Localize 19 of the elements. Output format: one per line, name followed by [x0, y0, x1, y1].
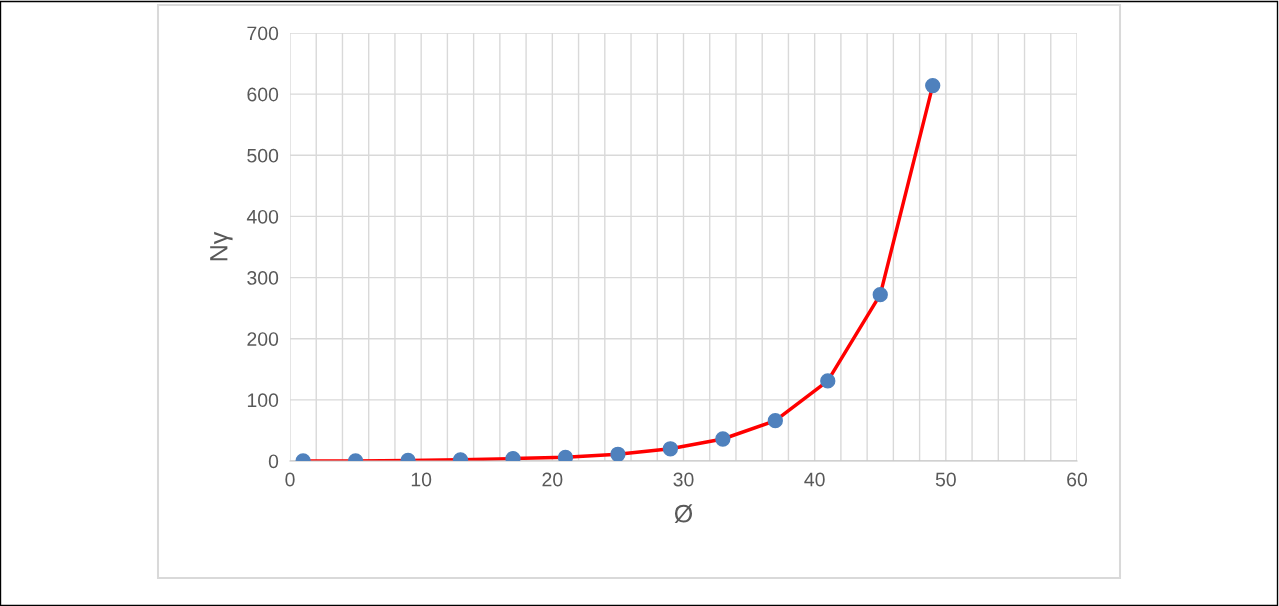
y-tick-label: 100 — [247, 393, 279, 408]
y-axis-title: Nγ — [210, 231, 233, 261]
x-tick-label: 20 — [542, 472, 563, 487]
y-tick-label: 0 — [268, 454, 279, 469]
point — [872, 287, 888, 303]
x-tick-label: 40 — [804, 472, 825, 487]
x-tick-label: 50 — [935, 472, 956, 487]
x-tick-label: 0 — [285, 472, 295, 487]
x-tick-label: 30 — [673, 472, 694, 487]
y-tick-label: 300 — [247, 271, 279, 285]
y-tick-label: 200 — [247, 332, 279, 346]
y-tick-label: 500 — [247, 148, 279, 163]
x-axis-title: Ø — [674, 504, 693, 523]
x-tick-label: 10 — [411, 472, 432, 487]
y-tick-label: 400 — [246, 209, 279, 224]
y-tick-label: 700 — [247, 26, 279, 41]
point — [925, 77, 941, 94]
y-tick-label: 600 — [247, 87, 279, 102]
x-tick-label: 60 — [1067, 472, 1088, 487]
